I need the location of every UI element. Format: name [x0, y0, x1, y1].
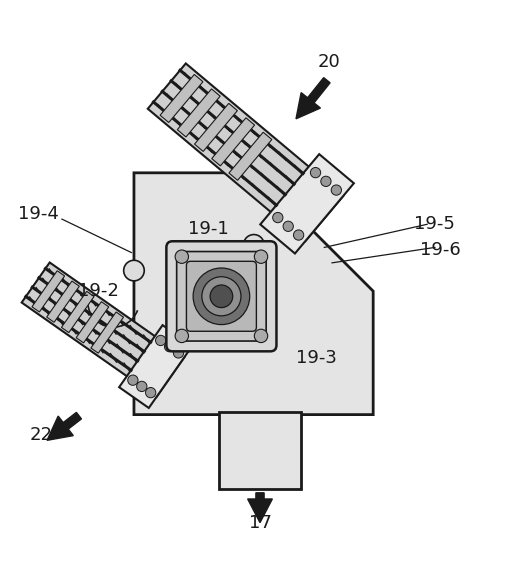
Polygon shape: [219, 412, 301, 489]
Circle shape: [175, 329, 188, 343]
FancyArrow shape: [296, 78, 330, 119]
Circle shape: [243, 235, 264, 255]
FancyArrow shape: [248, 493, 272, 523]
Text: 17: 17: [249, 514, 271, 531]
Polygon shape: [32, 271, 64, 312]
Circle shape: [331, 185, 342, 195]
FancyBboxPatch shape: [177, 252, 266, 341]
Polygon shape: [61, 291, 94, 332]
Text: 19-5: 19-5: [414, 215, 456, 233]
Polygon shape: [76, 301, 109, 343]
Text: 19-2: 19-2: [77, 282, 119, 300]
Polygon shape: [47, 281, 80, 322]
Circle shape: [202, 277, 241, 316]
Circle shape: [124, 260, 144, 281]
Circle shape: [254, 329, 268, 343]
Circle shape: [193, 268, 250, 324]
Circle shape: [321, 176, 331, 186]
FancyBboxPatch shape: [187, 261, 256, 331]
Circle shape: [254, 250, 268, 263]
Text: 20: 20: [318, 53, 341, 72]
Circle shape: [293, 230, 304, 240]
Polygon shape: [229, 132, 272, 180]
Text: 22: 22: [30, 426, 53, 444]
Circle shape: [128, 375, 138, 386]
Polygon shape: [148, 63, 343, 241]
Text: 19-4: 19-4: [18, 205, 59, 223]
FancyBboxPatch shape: [166, 241, 277, 351]
Polygon shape: [134, 173, 373, 415]
Polygon shape: [91, 312, 124, 353]
Circle shape: [164, 341, 175, 352]
FancyArrow shape: [47, 412, 82, 440]
Circle shape: [175, 250, 188, 263]
Polygon shape: [261, 154, 354, 253]
Circle shape: [137, 382, 147, 392]
Text: 19-3: 19-3: [296, 349, 337, 367]
Polygon shape: [212, 118, 255, 166]
Circle shape: [173, 348, 184, 358]
Text: 19-6: 19-6: [420, 241, 460, 259]
Text: 19-1: 19-1: [188, 220, 229, 239]
Circle shape: [146, 387, 156, 398]
Circle shape: [210, 285, 233, 308]
Polygon shape: [160, 74, 203, 122]
Polygon shape: [194, 104, 238, 152]
Circle shape: [283, 221, 293, 232]
Circle shape: [310, 168, 321, 178]
Polygon shape: [177, 89, 220, 137]
Polygon shape: [22, 263, 185, 397]
Circle shape: [155, 335, 166, 345]
Polygon shape: [119, 325, 192, 408]
Circle shape: [272, 212, 283, 223]
